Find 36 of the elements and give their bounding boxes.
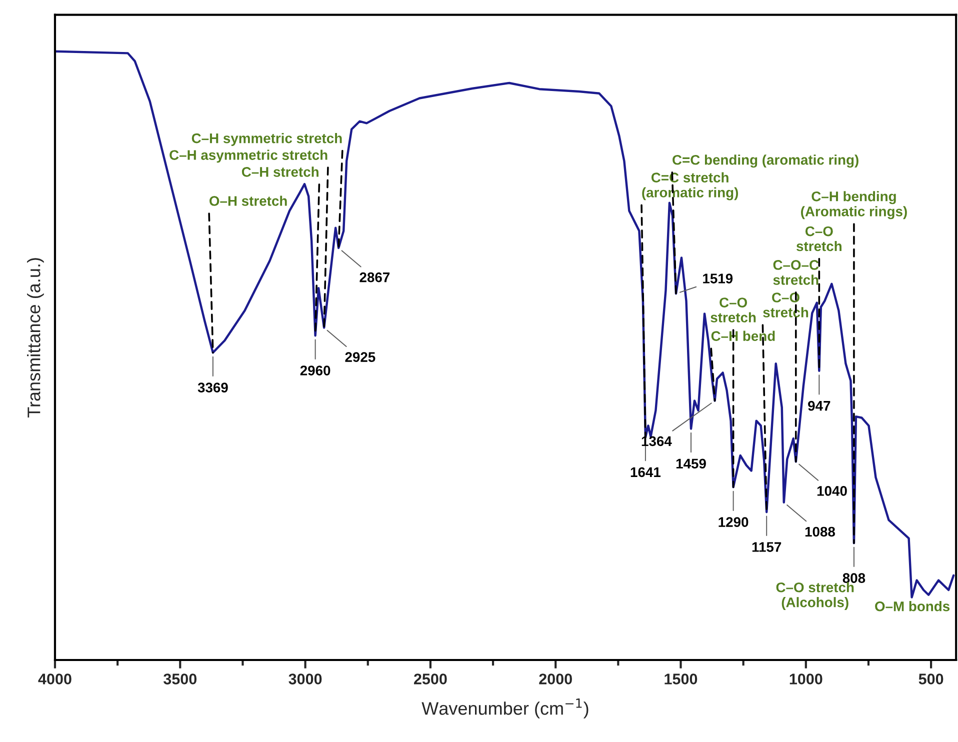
annotation: 1157	[752, 542, 782, 552]
annotation: 1519	[703, 274, 733, 284]
annotation: 1040	[817, 486, 847, 496]
x-tick-label: 500	[918, 674, 944, 684]
annotation: C–H asymmetric stretch	[170, 150, 328, 163]
annotation: 1290	[718, 517, 748, 527]
x-axis-title: Wavenumber (cm$^{−1}$)	[422, 698, 588, 718]
annotation: 1459	[676, 458, 706, 469]
annotation: 947	[808, 400, 830, 411]
annotation: 1364	[642, 436, 672, 446]
annotation: C–O stretch	[796, 226, 842, 252]
annotation: C–O stretch (Alcohols)	[776, 582, 854, 610]
x-tick-label: 3000	[288, 674, 322, 684]
annotation: 3369	[198, 382, 228, 392]
x-tick-label: 2500	[414, 674, 447, 684]
x-tick-label: 4000	[38, 674, 72, 684]
annotation: 2960	[300, 366, 330, 376]
x-tick-label: 1500	[664, 674, 698, 684]
x-tick-label: 1000	[790, 674, 822, 684]
annotation: C–O stretch	[710, 298, 756, 322]
x-tick-label: 2000	[539, 674, 572, 684]
annotation: O–M bonds	[875, 601, 950, 612]
annotation: O–H stretch	[210, 196, 287, 206]
annotation: C–H stretch	[242, 166, 318, 177]
x-tick-label: 3500	[164, 674, 197, 684]
annotation: C–H symmetric stretch	[192, 133, 342, 146]
annotation: C–H bend	[711, 330, 775, 341]
annotation: C=C bending (aromatic ring)	[672, 154, 858, 168]
annotation: 808	[842, 573, 866, 583]
annotation: 2925	[345, 352, 376, 362]
annotation: C–O–C stretch	[773, 260, 819, 285]
annotation: C–H bending (Aromatic rings)	[801, 191, 907, 220]
y-axis-title: Transmittance (a.u.)	[27, 258, 44, 418]
annotation: 1088	[805, 526, 836, 537]
annotation: 1641	[630, 467, 661, 478]
annotation: 2867	[360, 272, 390, 282]
